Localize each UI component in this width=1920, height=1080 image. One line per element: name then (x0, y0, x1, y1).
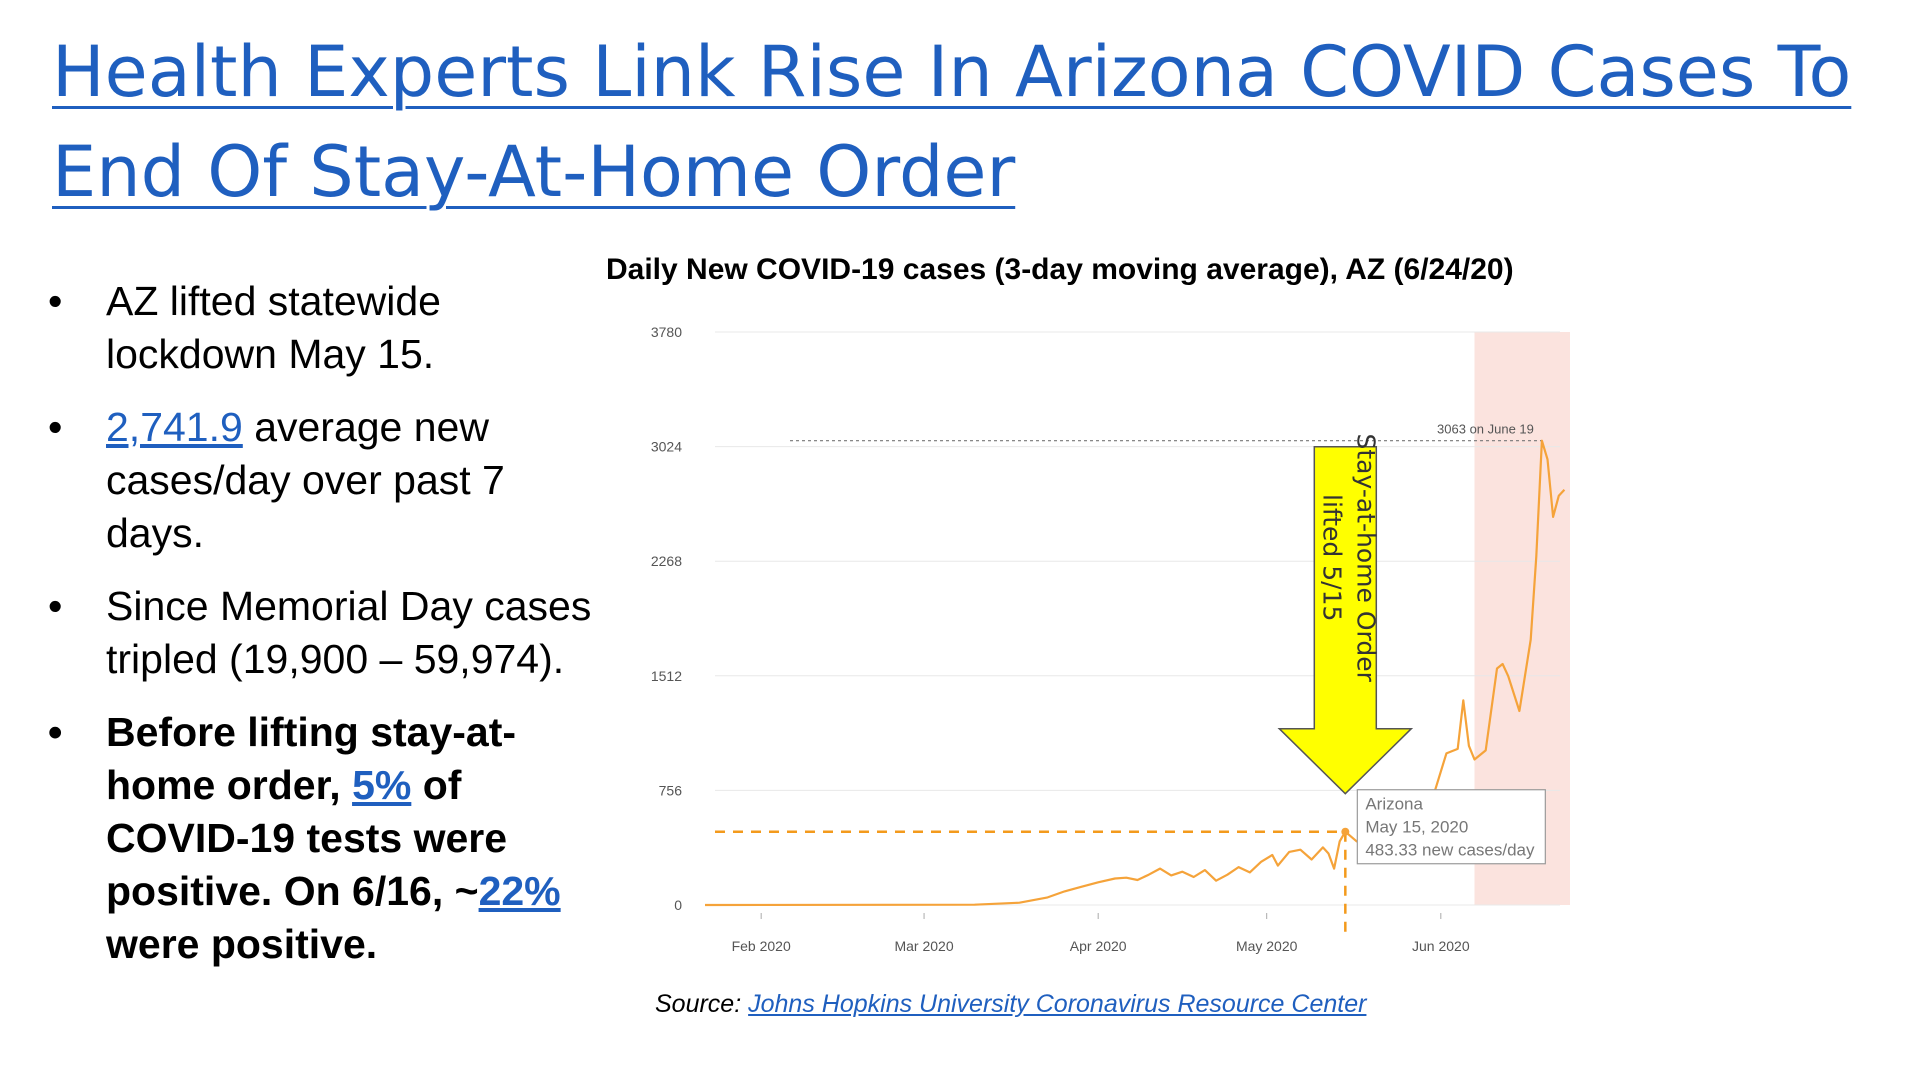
source-line: Source: Johns Hopkins University Coronav… (655, 990, 1366, 1019)
bullet-text: Before lifting stay-at-home order, (106, 709, 517, 808)
bullet-item: • AZ lifted statewide lockdown May 15. (40, 275, 610, 381)
line-chart: 0 756 1512 2268 3024 3780 Feb 2020 Mar 2020 Apr … (651, 324, 1570, 954)
bullet-text: average new cases/day over past 7 days. (106, 404, 505, 556)
y-tick-label: 1512 (651, 668, 682, 684)
x-tick-label: Apr 2020 (1070, 938, 1127, 954)
bullet-dot-icon: • (48, 278, 63, 324)
stay-at-home-arrow-icon (1277, 445, 1414, 795)
x-tick-label: Feb 2020 (732, 938, 791, 954)
bullet-link[interactable]: 22% (478, 868, 561, 914)
marker-point (1341, 827, 1350, 836)
bullet-text: were positive. (106, 921, 378, 967)
chart-title: Daily New COVID-19 cases (3-day moving a… (606, 253, 1514, 286)
x-tick-label: Mar 2020 (894, 938, 953, 954)
bullet-dot-icon: • (48, 583, 63, 629)
bullet-link[interactable]: 5% (352, 762, 412, 808)
y-tick-label: 0 (674, 897, 682, 913)
bullet-text: of COVID-19 tests were positive. On 6/16… (106, 762, 508, 914)
bullet-item: • Before lifting stay-at-home order, 5% o… (40, 706, 610, 971)
bullet-item: • 2,741.9 average new cases/day over past… (40, 401, 610, 560)
bullet-text: AZ lifted statewide lockdown May 15. (106, 278, 441, 377)
y-tick-label: 3024 (651, 439, 682, 455)
arrow-label-line-2: lifted 5/15 (1317, 494, 1346, 621)
bullet-list: • AZ lifted statewide lockdown May 15. • 2,… (40, 275, 610, 991)
series-line-0 (704, 439, 1566, 907)
y-tick-label: 2268 (651, 553, 682, 569)
tooltip-box (1356, 789, 1546, 865)
bullet-link[interactable]: 2,741.9 (106, 404, 243, 450)
slide-title[interactable]: Health Experts Link Rise In Arizona COVI… (52, 31, 1852, 213)
y-tick-label: 756 (659, 782, 683, 798)
arrow-label-line-1: Stay-at-home Order (1351, 434, 1380, 683)
bullet-text: Since Memorial Day cases tripled (19,900… (106, 583, 592, 682)
tooltip-line: May 15, 2020 (1365, 818, 1468, 837)
bullet-item: • Since Memorial Day cases tripled (19,90… (40, 580, 610, 686)
y-tick-label: 3780 (651, 324, 682, 340)
source-prefix: Source: (655, 990, 742, 1018)
bullet-dot-icon: • (48, 404, 63, 450)
x-tick-label: May 2020 (1236, 938, 1298, 954)
source-link[interactable]: Johns Hopkins University Coronavirus Res… (748, 990, 1367, 1018)
peak-annotation: 3063 on June 19 (1437, 422, 1534, 437)
x-tick-label: Jun 2020 (1412, 938, 1470, 954)
tooltip-line: 483.33 new cases/day (1365, 841, 1535, 860)
bullet-dot-icon: • (48, 709, 63, 755)
tooltip-line: Arizona (1365, 795, 1423, 814)
